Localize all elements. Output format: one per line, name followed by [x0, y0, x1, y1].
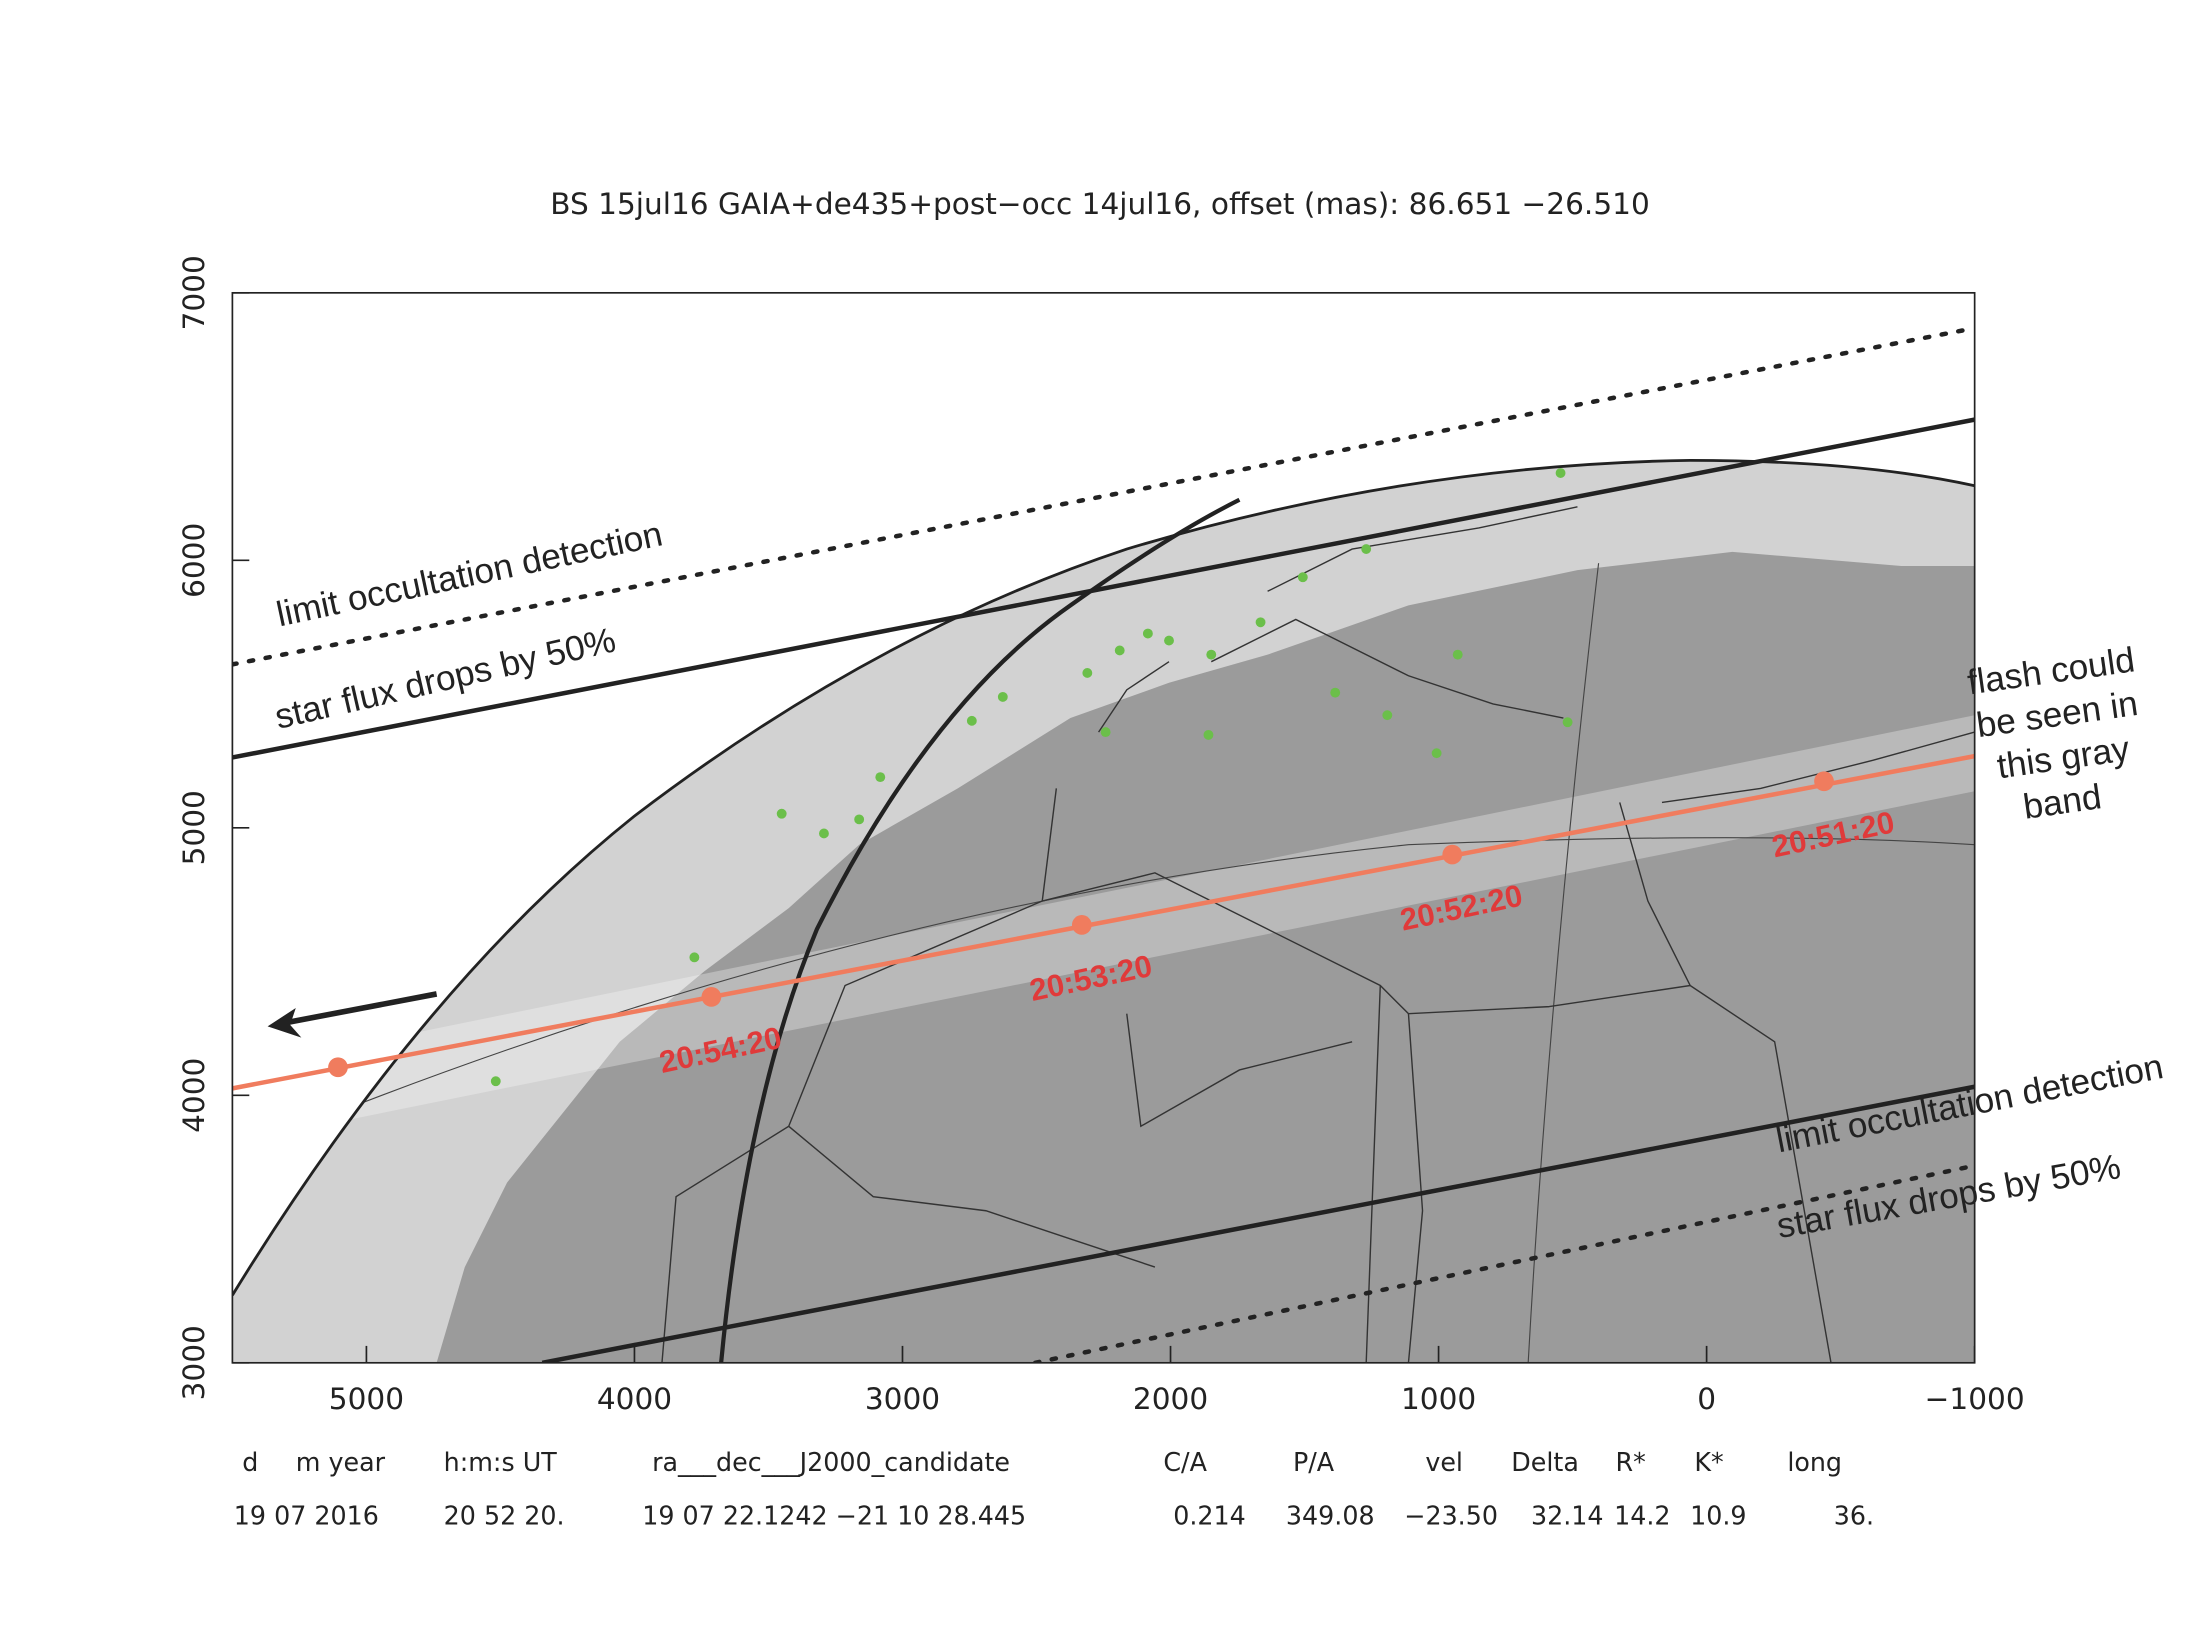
table-cell: 19 07 2016	[234, 1501, 379, 1531]
y-tick-label: 3000	[177, 1325, 211, 1400]
annotation: star flux drops by 50%	[271, 620, 619, 736]
y-tick-label: 5000	[177, 790, 211, 865]
y-tick-label: 6000	[177, 523, 211, 598]
x-tick-label: −1000	[1925, 1382, 2025, 1416]
time-marker	[1071, 915, 1092, 935]
meridian	[1527, 563, 1600, 1363]
table-cell: 36.	[1834, 1501, 1874, 1531]
y-tick-label: 4000	[177, 1058, 211, 1133]
table-header: R*	[1615, 1447, 1645, 1477]
parallel	[232, 837, 1975, 1155]
table-cell: 0.214	[1173, 1501, 1246, 1531]
x-tick-label: 5000	[329, 1382, 404, 1416]
direction-arrow	[267, 991, 438, 1038]
annotation: limit occultation detection	[273, 514, 666, 634]
table-header: d	[242, 1447, 258, 1477]
time-marker	[1814, 771, 1834, 792]
flash-note: flash could be seen in this gray band	[1965, 640, 2140, 827]
annotation: band	[2021, 777, 2104, 827]
x-tick-label: 4000	[597, 1382, 672, 1416]
table-cell: 19 07 22.1242 −21 10 28.445	[642, 1501, 1026, 1531]
time-marker	[1442, 844, 1463, 865]
limit-line	[232, 417, 1975, 760]
globe-limb	[232, 458, 1975, 1296]
table-cell: 10.9	[1690, 1501, 1746, 1531]
gray-band	[232, 715, 1975, 1144]
table-cell: 20 52 20.	[444, 1501, 565, 1531]
chart-title: BS 15jul16 GAIA+de435+post−occ 14jul16, …	[550, 187, 1650, 221]
table-cell: 14.2	[1614, 1501, 1670, 1531]
x-tick-label: 1000	[1401, 1382, 1476, 1416]
limit-line	[232, 753, 1975, 1091]
table-cell: 32.14	[1531, 1501, 1604, 1531]
table-cell: 349.08	[1286, 1501, 1375, 1531]
table-header: h:m:s UT	[444, 1447, 558, 1477]
table-header: K*	[1694, 1447, 1723, 1477]
x-tick-label: 2000	[1133, 1382, 1208, 1416]
table-header: long	[1787, 1447, 1842, 1477]
y-tick-label: 7000	[177, 255, 211, 330]
table-header: Delta	[1511, 1447, 1579, 1477]
table-header: vel	[1425, 1447, 1463, 1477]
time-marker	[328, 1057, 348, 1078]
x-tick-label: 0	[1697, 1382, 1716, 1416]
table-header: m year	[296, 1447, 386, 1477]
table-cell: −23.50	[1404, 1501, 1498, 1531]
stations	[490, 468, 1573, 1087]
terminator-meridian	[719, 497, 1241, 1363]
table-header: P/A	[1293, 1447, 1335, 1477]
limit-line	[541, 1084, 1975, 1363]
limit-line	[1032, 1163, 1975, 1363]
x-tick-label: 3000	[865, 1382, 940, 1416]
table-header: C/A	[1163, 1447, 1207, 1477]
table-header: ra___dec___J2000_candidate	[652, 1447, 1010, 1477]
time-marker	[701, 987, 722, 1007]
